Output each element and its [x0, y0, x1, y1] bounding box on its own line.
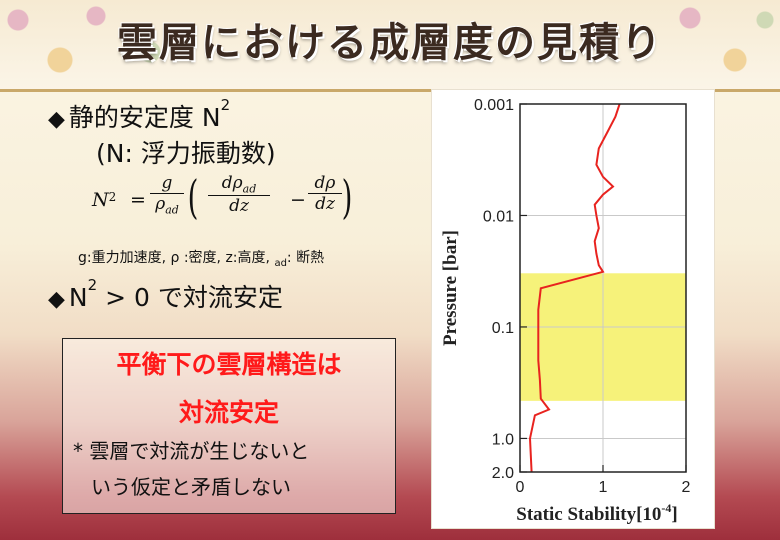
right-paren: ) — [341, 170, 353, 224]
diamond-bullet-icon: ◆ — [48, 107, 65, 132]
decorative-header-band — [0, 0, 780, 92]
bullet-stability-condition: ◆ N2 > 0 で対流安定 — [48, 276, 283, 314]
note-line-2: いう仮定と矛盾しない — [91, 475, 291, 499]
diamond-bullet-icon: ◆ — [48, 287, 65, 312]
x-tick-label: 1 — [599, 479, 608, 496]
variable-glossary: g:重力加速度, ρ :密度, z:高度, ad: 断熱 — [78, 247, 324, 269]
gloss-sub: ad — [274, 257, 287, 269]
equation-lhs: N2 — [92, 189, 116, 211]
frac1-den-main: ρ — [155, 194, 166, 214]
bullet2-text: > 0 で対流安定 — [97, 283, 283, 312]
frac2-num: dρad — [208, 173, 270, 197]
y-axis-label: Pressure [bar] — [440, 230, 461, 346]
frac1-den: ρad — [150, 194, 184, 216]
stability-series-line — [528, 103, 621, 473]
fraction-drho: dρ dz — [308, 173, 342, 214]
fraction-drho-ad: dρad dz — [208, 173, 270, 216]
bullet-text: 静的安定度 N — [68, 103, 221, 132]
fraction-g-over-rho: g ρad — [150, 173, 184, 216]
x-tick-label: 2 — [682, 479, 691, 496]
gloss-text: g:重力加速度, ρ :密度, z:高度, — [78, 250, 275, 266]
frac1-den-sub: ad — [165, 203, 179, 217]
bullet-subtext: (N: 浮力振動数) — [96, 139, 276, 168]
left-paren: ( — [187, 170, 199, 224]
eq-n: N — [92, 189, 109, 211]
x-axis-label: Static Stability[10-4] — [516, 501, 677, 525]
conclusion-box: 平衡下の雲層構造は 対流安定 * 雲層で対流が生じないと いう仮定と矛盾しない — [62, 338, 396, 514]
y-tick-label: 0.001 — [474, 97, 514, 114]
frac2-num-main: dρ — [221, 173, 243, 193]
bullet-static-stability: ◆ 静的安定度 N2 — [48, 96, 231, 134]
y-tick-label: 1.0 — [492, 431, 514, 448]
equation-minus: − — [290, 189, 306, 211]
slide-title: 雲層における成層度の見積り — [117, 20, 663, 66]
frac2-den: dz — [229, 196, 249, 217]
bullet2-sup: 2 — [87, 276, 98, 294]
eq-n-sup: 2 — [108, 190, 117, 204]
equation-equals: = — [130, 189, 146, 211]
superscript: 2 — [220, 96, 231, 114]
conclusion-line-2: 対流安定 — [178, 398, 279, 427]
x-tick-label: 0 — [516, 479, 525, 496]
frac3-den: dz — [315, 194, 335, 214]
frac3-num: dρ — [308, 173, 342, 194]
y-tick-label: 0.1 — [492, 320, 514, 337]
stability-equation: N2 = g ρad ( dρad dz − dρ dz ) — [92, 170, 352, 232]
frac1-num: g — [150, 173, 184, 194]
bullet2-n: N — [68, 283, 88, 312]
frac2-num-sub: ad — [242, 182, 257, 196]
y-tick-label: 2.0 — [492, 465, 514, 482]
stability-profile-chart: 0.001 0.01 0.1 1.0 2.0 0 1 2 Pressure [bar] Stati… — [432, 90, 714, 528]
y-tick-label: 0.01 — [483, 208, 514, 225]
chart-svg: 0.001 0.01 0.1 1.0 2.00 1 2 Pressure [bar] Stati… — [440, 97, 691, 525]
conclusion-line-1: 平衡下の雲層構造は — [116, 350, 342, 379]
note-line-1: * 雲層で対流が生じないと — [73, 439, 310, 463]
gloss-text-end: : 断熱 — [286, 250, 325, 266]
